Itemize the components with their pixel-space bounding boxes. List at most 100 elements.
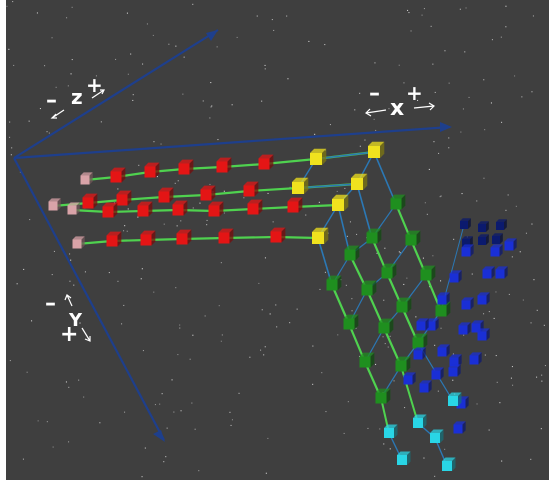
star-dot	[434, 475, 436, 477]
node-cube-red[interactable]	[106, 231, 122, 247]
node-cube-yellow[interactable]	[368, 141, 385, 158]
star-dot	[440, 280, 442, 282]
node-cube-red[interactable]	[158, 187, 174, 203]
node-cube-red[interactable]	[172, 200, 188, 216]
node-cube-blue[interactable]	[431, 367, 444, 380]
node-cube-blue[interactable]	[416, 318, 429, 331]
star-dot	[533, 279, 535, 281]
node-cube-blue[interactable]	[495, 266, 508, 279]
star-dot	[531, 223, 533, 225]
star-dot	[189, 358, 191, 360]
node-cube-red[interactable]	[110, 167, 126, 183]
node-cube-navy[interactable]	[478, 221, 489, 232]
node-cube-green[interactable]	[395, 356, 411, 372]
node-cube-red[interactable]	[270, 227, 286, 243]
3d-viewport[interactable]: – z + – x + – Y +	[6, 0, 549, 480]
node-cube-navy[interactable]	[460, 218, 471, 229]
node-cube-cyan[interactable]	[442, 457, 456, 472]
node-cube-navy[interactable]	[478, 234, 489, 245]
node-cube-cyan[interactable]	[397, 451, 411, 466]
star-dot	[495, 355, 497, 357]
node-cube-green[interactable]	[366, 228, 382, 244]
node-cube-red[interactable]	[247, 199, 263, 215]
node-cube-navy[interactable]	[496, 219, 507, 230]
node-cube-cyan[interactable]	[430, 429, 444, 444]
node-cube-green[interactable]	[396, 297, 412, 313]
scene-canvas[interactable]: – z + – x + – Y +	[6, 0, 549, 480]
star-dot	[289, 186, 291, 188]
node-cube-blue[interactable]	[477, 292, 490, 305]
star-dot	[499, 402, 501, 404]
node-cube-blue[interactable]	[449, 270, 462, 283]
star-dot	[29, 219, 31, 221]
node-cube-red[interactable]	[140, 230, 156, 246]
node-cube-yellow[interactable]	[310, 148, 327, 165]
node-cube-red[interactable]	[144, 162, 160, 178]
node-cube-red[interactable]	[218, 228, 234, 244]
node-cube-green[interactable]	[326, 275, 342, 291]
node-cube-cyan[interactable]	[448, 392, 462, 407]
node-cube-green[interactable]	[344, 245, 360, 261]
node-cube-red[interactable]	[243, 181, 259, 197]
node-cube-green[interactable]	[375, 388, 391, 404]
node-cube-red[interactable]	[216, 157, 232, 173]
node-cube-blue[interactable]	[458, 322, 471, 335]
node-cube-green[interactable]	[359, 352, 375, 368]
node-cube-blue[interactable]	[461, 244, 474, 257]
node-cube-cyan[interactable]	[413, 414, 427, 429]
node-cube-green[interactable]	[343, 314, 359, 330]
node-cube-pink[interactable]	[80, 172, 93, 185]
node-cube-pink[interactable]	[48, 198, 61, 211]
node-cube-green[interactable]	[390, 194, 406, 210]
node-cube-red[interactable]	[200, 185, 216, 201]
node-cube-yellow[interactable]	[332, 194, 349, 211]
star-dot	[515, 205, 517, 207]
node-cube-green[interactable]	[412, 333, 428, 349]
node-cube-red[interactable]	[178, 159, 194, 175]
star-dot	[438, 152, 440, 154]
node-cube-navy[interactable]	[492, 233, 503, 244]
node-cube-green[interactable]	[378, 318, 394, 334]
node-cube-blue[interactable]	[477, 328, 490, 341]
node-cube-red[interactable]	[287, 197, 303, 213]
star-dot	[260, 349, 262, 351]
node-cube-blue[interactable]	[437, 344, 450, 357]
star-dot	[163, 223, 165, 225]
node-cube-blue[interactable]	[482, 266, 495, 279]
node-cube-green[interactable]	[420, 265, 436, 281]
node-cube-blue[interactable]	[426, 318, 439, 331]
node-cube-yellow[interactable]	[312, 227, 329, 244]
node-cube-red[interactable]	[176, 229, 192, 245]
node-cube-navy[interactable]	[462, 236, 473, 247]
node-cube-blue[interactable]	[490, 244, 503, 257]
star-dot	[67, 85, 69, 87]
node-cube-red[interactable]	[137, 201, 153, 217]
star-dot	[192, 334, 194, 336]
node-cube-blue[interactable]	[419, 380, 432, 393]
node-cube-blue[interactable]	[437, 292, 450, 305]
node-cube-red[interactable]	[102, 202, 118, 218]
node-cube-yellow[interactable]	[292, 177, 309, 194]
node-cube-blue[interactable]	[461, 297, 474, 310]
node-cube-green[interactable]	[405, 230, 421, 246]
node-cube-green[interactable]	[361, 280, 377, 296]
node-cube-blue[interactable]	[413, 347, 426, 360]
node-cube-blue[interactable]	[403, 372, 416, 385]
node-cube-blue[interactable]	[504, 238, 517, 251]
node-cube-blue[interactable]	[453, 421, 466, 434]
node-cube-pink[interactable]	[67, 202, 80, 215]
star-dot	[319, 288, 321, 290]
node-cube-red[interactable]	[258, 154, 274, 170]
node-cube-green[interactable]	[381, 263, 397, 279]
node-cube-red[interactable]	[208, 201, 224, 217]
x-letter-text: x	[390, 96, 404, 121]
node-cube-pink[interactable]	[72, 236, 85, 249]
node-cube-red[interactable]	[82, 193, 98, 209]
star-dot	[476, 200, 478, 202]
node-cube-blue[interactable]	[449, 354, 462, 367]
node-cube-red[interactable]	[116, 190, 132, 206]
node-cube-blue[interactable]	[448, 364, 461, 377]
node-cube-cyan[interactable]	[384, 424, 398, 439]
node-cube-yellow[interactable]	[351, 173, 368, 190]
node-cube-blue[interactable]	[469, 352, 482, 365]
